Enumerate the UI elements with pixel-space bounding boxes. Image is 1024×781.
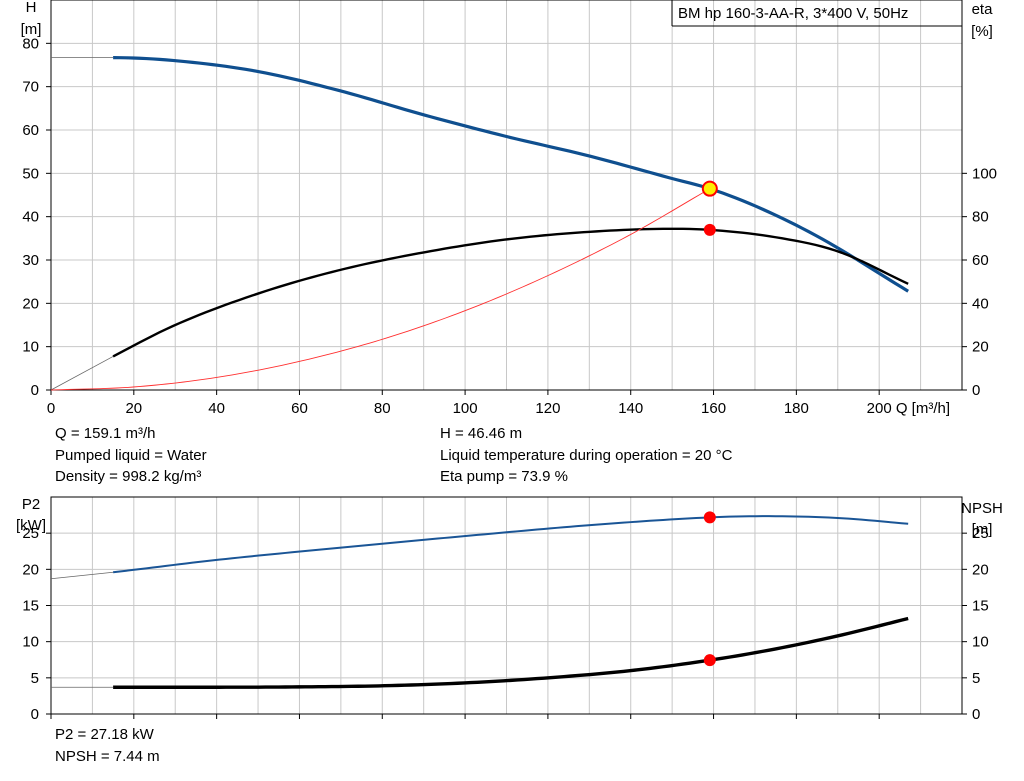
head-curve: [113, 56, 910, 293]
chart-title: BM hp 160-3-AA-R, 3*400 V, 50Hz: [678, 5, 908, 22]
left-axis-tick-label: 5: [31, 670, 39, 687]
duty-point-p2-marker: [703, 511, 716, 524]
x-axis-tick-label: 100: [453, 400, 478, 417]
duty-point-eta-marker: [703, 223, 716, 236]
left-axis-tick-label: 40: [22, 209, 39, 226]
left-axis-unit: [m]: [21, 21, 42, 38]
right-axis-tick-label: 20: [972, 339, 989, 356]
x-axis-tick-label: 180: [784, 400, 809, 417]
right-axis-tick-label: 25: [972, 525, 989, 542]
left-axis-tick-label: 60: [22, 122, 39, 139]
right-axis-label: eta: [972, 1, 994, 18]
left-axis-tick-label: 30: [22, 252, 39, 269]
left-axis-tick-label: 10: [22, 634, 39, 651]
head-readout: H = 46.46 m: [440, 425, 523, 442]
x-axis-tick-label: 0: [47, 400, 55, 417]
plot-frame: [50, 0, 963, 391]
eta-pump-readout: Eta pump = 73.9 %: [440, 468, 568, 485]
x-axis-tick-label: 20: [125, 400, 142, 417]
density-readout: Density = 998.2 kg/m³: [55, 468, 202, 485]
right-axis-tick-label: 40: [972, 295, 989, 312]
left-axis-label: P2: [22, 496, 40, 513]
p2-curve: [112, 515, 909, 574]
right-axis-tick-label: 5: [972, 670, 980, 687]
x-axis-tick-label: 120: [535, 400, 560, 417]
p2-readout: P2 = 27.18 kW: [55, 726, 154, 743]
right-axis-label: NPSH: [961, 500, 1003, 517]
npsh-curve: [113, 616, 909, 689]
pumped-liquid-readout: Pumped liquid = Water: [55, 447, 207, 464]
right-axis-tick-label: 60: [972, 252, 989, 269]
x-axis-tick-label: 40: [208, 400, 225, 417]
right-axis-unit: [m]: [972, 521, 993, 538]
right-axis-tick-label: 15: [972, 598, 989, 615]
left-axis-tick-label: 10: [22, 339, 39, 356]
duty-point-head-marker: [701, 180, 718, 197]
eta-curve: [112, 227, 909, 358]
x-axis-tick-label: 60: [291, 400, 308, 417]
left-axis-tick-label: 20: [22, 295, 39, 312]
system-curve: [50, 188, 711, 391]
x-axis-tick-label: 140: [618, 400, 643, 417]
right-axis-tick-label: 0: [972, 382, 980, 399]
right-axis-tick-label: 10: [972, 634, 989, 651]
x-axis-tick-label: 80: [374, 400, 391, 417]
x-axis-tick-label: 160: [701, 400, 726, 417]
left-axis-tick-label: 80: [22, 35, 39, 52]
left-axis-tick-label: 0: [31, 706, 39, 723]
left-axis-label: H: [26, 0, 37, 16]
npsh-readout: NPSH = 7.44 m: [55, 748, 160, 765]
left-axis-tick-label: 25: [22, 525, 39, 542]
right-axis-unit: [%]: [971, 23, 993, 40]
right-axis-tick-label: 0: [972, 706, 980, 723]
right-axis-tick-label: 20: [972, 561, 989, 578]
flow-readout: Q = 159.1 m³/h: [55, 425, 156, 442]
left-axis-tick-label: 0: [31, 382, 39, 399]
p2-curve-lead-in: [50, 571, 114, 580]
eta-curve-lead-in: [50, 356, 114, 391]
left-axis-tick-label: 20: [22, 561, 39, 578]
right-axis-tick-label: 100: [972, 165, 997, 182]
x-axis-label: Q [m³/h]: [896, 400, 950, 417]
liquid-temperature-readout: Liquid temperature during operation = 20…: [440, 447, 733, 464]
duty-point-npsh-marker: [703, 654, 716, 667]
left-axis-unit: [kW]: [16, 517, 46, 534]
x-axis-tick-label: 200: [867, 400, 892, 417]
left-axis-tick-label: 50: [22, 165, 39, 182]
left-axis-tick-label: 70: [22, 79, 39, 96]
right-axis-tick-label: 80: [972, 209, 989, 226]
left-axis-tick-label: 15: [22, 598, 39, 615]
